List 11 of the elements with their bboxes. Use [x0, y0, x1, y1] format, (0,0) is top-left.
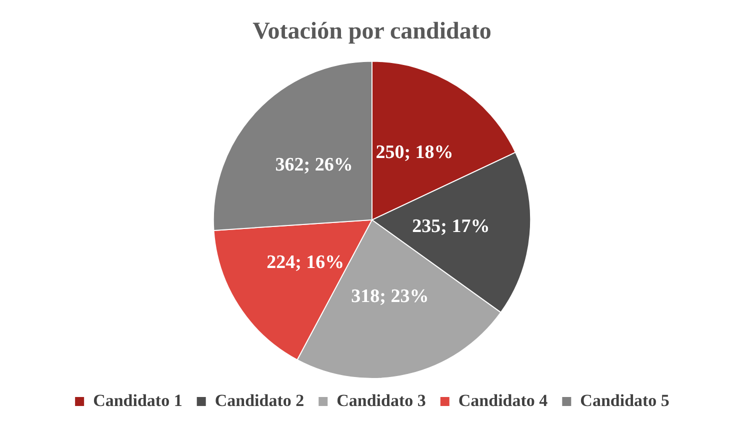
data-label: 235; 17%	[412, 216, 490, 238]
data-label: 318; 23%	[351, 286, 429, 308]
legend-label: Candidato 1	[93, 390, 182, 410]
legend-label: Candidato 3	[336, 390, 426, 410]
data-label: 224; 16%	[266, 252, 344, 273]
data-label: 362; 26%	[275, 154, 353, 176]
data-label: 250; 18%	[376, 142, 454, 163]
legend-label: Candidato 2	[214, 390, 304, 410]
legend-label: Candidato 4	[458, 390, 548, 410]
legend-label: Candidato 5	[580, 390, 670, 410]
chart-title: Votación por candidato	[252, 18, 492, 45]
